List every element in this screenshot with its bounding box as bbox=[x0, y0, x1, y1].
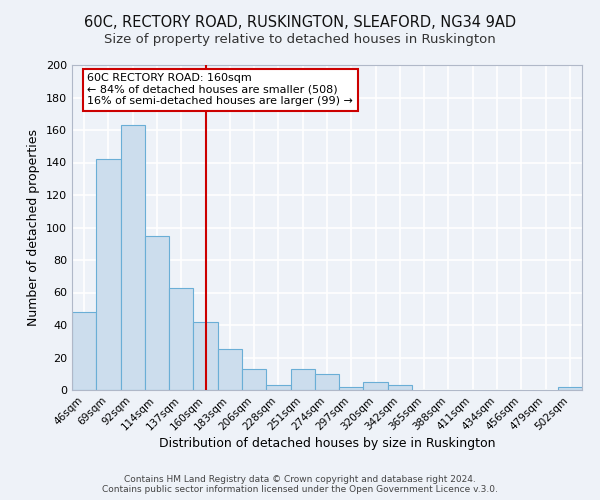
X-axis label: Distribution of detached houses by size in Ruskington: Distribution of detached houses by size … bbox=[159, 438, 495, 450]
Bar bbox=[96, 159, 121, 390]
Text: 60C RECTORY ROAD: 160sqm
← 84% of detached houses are smaller (508)
16% of semi-: 60C RECTORY ROAD: 160sqm ← 84% of detach… bbox=[88, 73, 353, 106]
Bar bbox=[193, 322, 218, 390]
Bar bbox=[169, 288, 193, 390]
Text: Contains public sector information licensed under the Open Government Licence v.: Contains public sector information licen… bbox=[102, 485, 498, 494]
Bar bbox=[266, 385, 290, 390]
Bar bbox=[72, 312, 96, 390]
Bar bbox=[339, 387, 364, 390]
Text: 60C, RECTORY ROAD, RUSKINGTON, SLEAFORD, NG34 9AD: 60C, RECTORY ROAD, RUSKINGTON, SLEAFORD,… bbox=[84, 15, 516, 30]
Bar bbox=[145, 236, 169, 390]
Text: Size of property relative to detached houses in Ruskington: Size of property relative to detached ho… bbox=[104, 32, 496, 46]
Bar bbox=[218, 350, 242, 390]
Bar bbox=[121, 125, 145, 390]
Bar bbox=[290, 369, 315, 390]
Text: Contains HM Land Registry data © Crown copyright and database right 2024.: Contains HM Land Registry data © Crown c… bbox=[124, 475, 476, 484]
Bar bbox=[315, 374, 339, 390]
Bar bbox=[388, 385, 412, 390]
Bar bbox=[364, 382, 388, 390]
Bar bbox=[558, 387, 582, 390]
Y-axis label: Number of detached properties: Number of detached properties bbox=[28, 129, 40, 326]
Bar bbox=[242, 369, 266, 390]
